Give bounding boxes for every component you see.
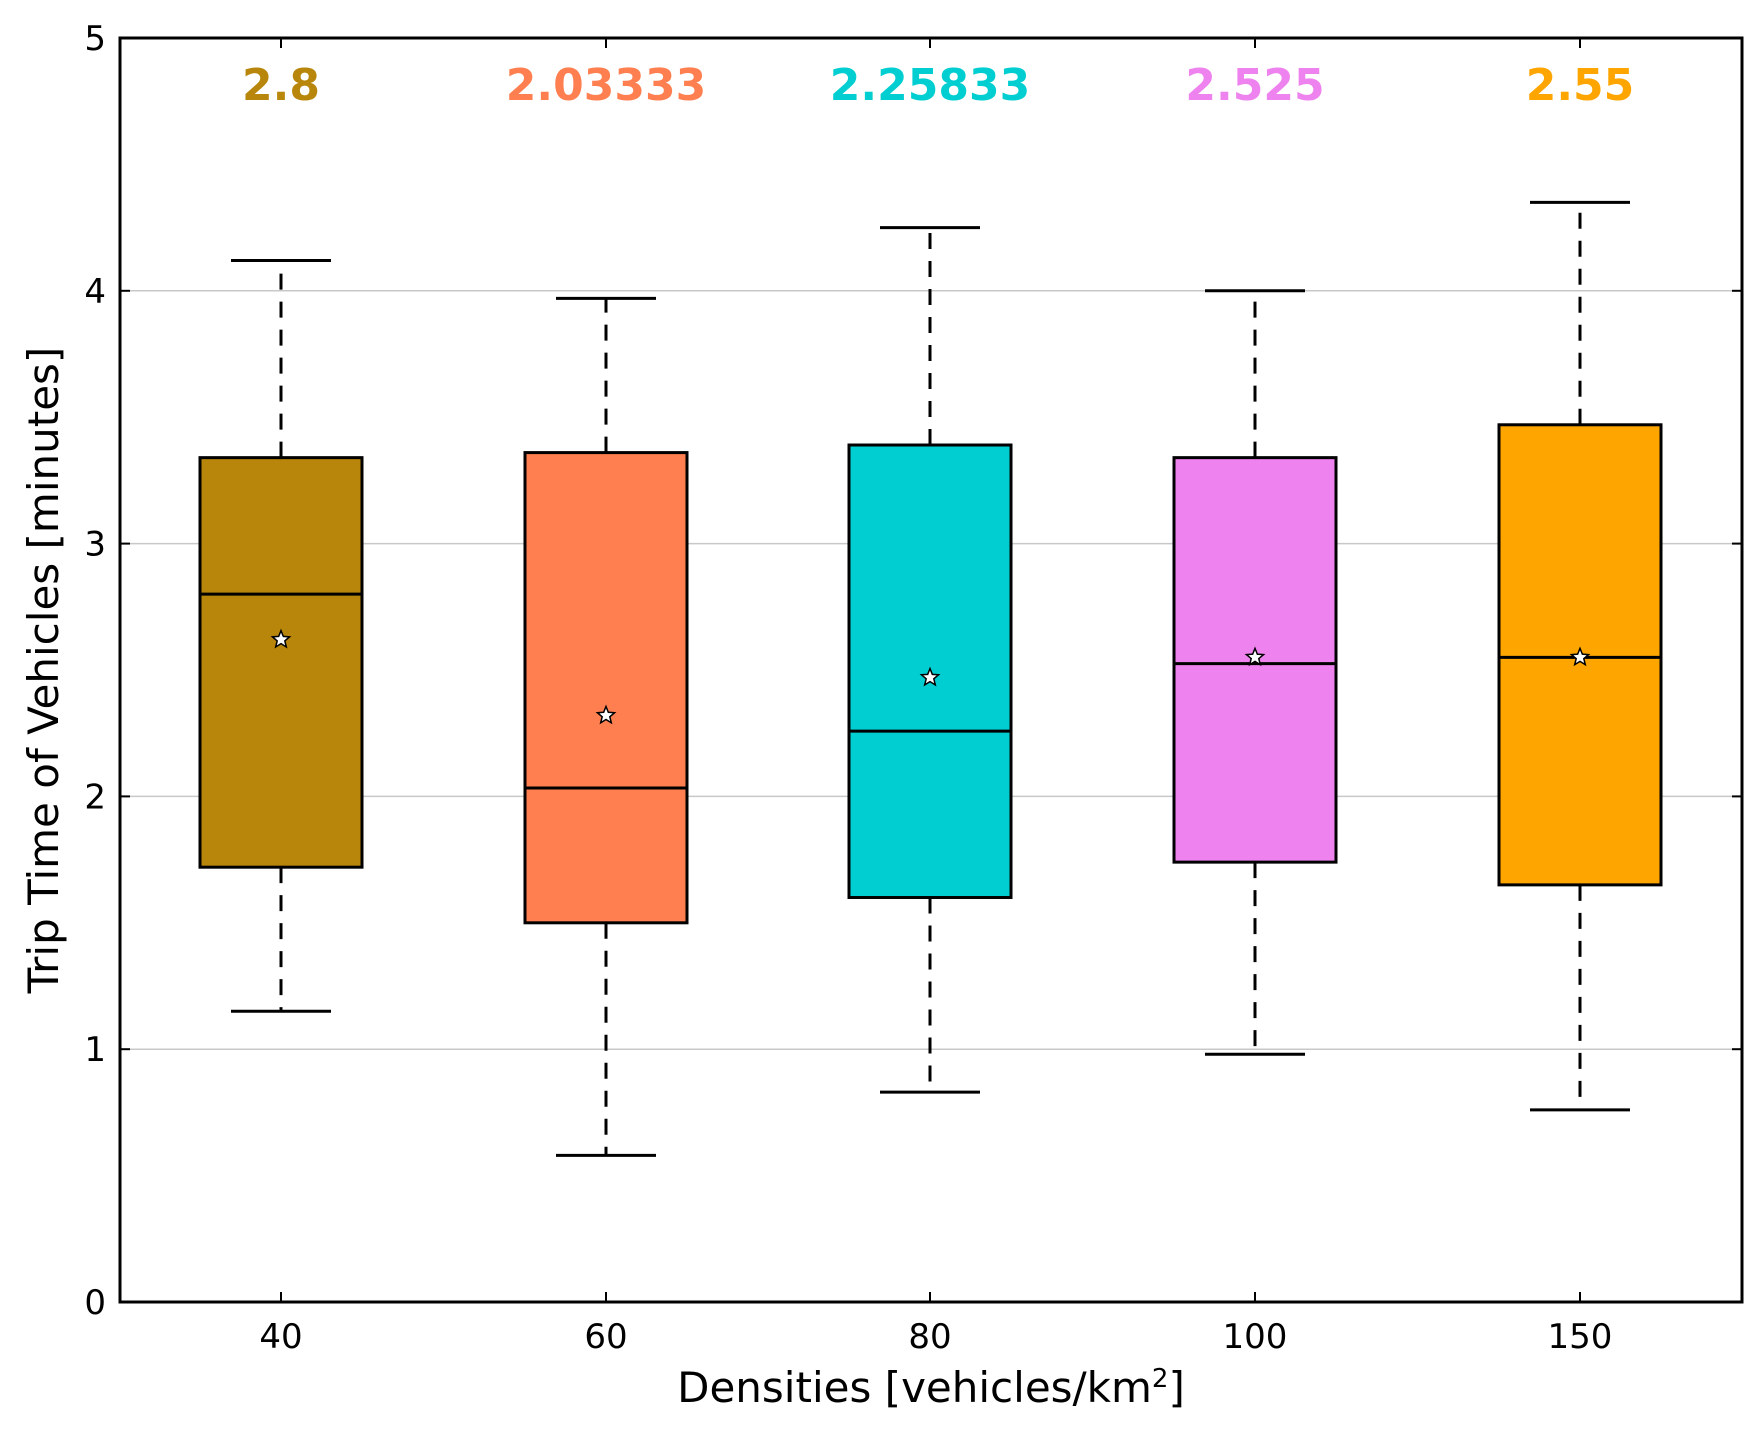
box-60: [523, 296, 689, 1157]
box-100: [1172, 289, 1338, 1056]
median-value-label-100: 2.525: [1185, 60, 1324, 111]
box-150: [1497, 200, 1663, 1112]
mean-marker-100: [1244, 646, 1266, 667]
mean-marker-150: [1569, 646, 1591, 667]
y-tick-label-3: 3: [84, 525, 106, 565]
median-labels: 2.8 2.03333 2.25833 2.525 2.55: [242, 60, 1634, 111]
box-iqr-60: [523, 451, 689, 925]
median-value-label-40: 2.8: [242, 60, 320, 111]
x-axis-title-main: Densities [vehicles/km: [677, 1363, 1152, 1412]
median-value-label-150: 2.55: [1526, 60, 1635, 111]
x-axis-title-superscript: 2: [1152, 1364, 1169, 1394]
median-value-label-60: 2.03333: [506, 60, 706, 111]
y-axis-title: Trip Time of Vehicles [minutes]: [19, 347, 68, 995]
x-axis-title-suffix: ]: [1168, 1363, 1184, 1412]
box-40: [198, 258, 364, 1013]
y-tick-label-2: 2: [84, 777, 106, 817]
x-axis-ticks: 40 60 80 100 150: [259, 38, 1612, 1357]
x-tick-label-40: 40: [259, 1317, 302, 1357]
median-value-label-80: 2.25833: [830, 60, 1030, 111]
x-tick-label-100: 100: [1223, 1317, 1288, 1357]
y-tick-label-0: 0: [84, 1283, 106, 1323]
mean-marker-60: [595, 704, 617, 725]
x-tick-label-150: 150: [1548, 1317, 1613, 1357]
box-iqr-40: [198, 456, 364, 869]
y-tick-label-4: 4: [84, 272, 106, 312]
mean-marker-40: [270, 628, 292, 649]
y-tick-label-1: 1: [84, 1030, 106, 1070]
x-tick-label-60: 60: [584, 1317, 627, 1357]
mean-marker-80: [919, 666, 941, 687]
y-axis-ticks: 0 1 2 3 4 5: [84, 19, 1742, 1323]
box-80: [847, 226, 1013, 1094]
y-tick-label-5: 5: [84, 19, 106, 59]
box-series: [198, 200, 1663, 1157]
x-axis-title: Densities [vehicles/km2]: [677, 1363, 1185, 1412]
x-tick-label-80: 80: [908, 1317, 951, 1357]
